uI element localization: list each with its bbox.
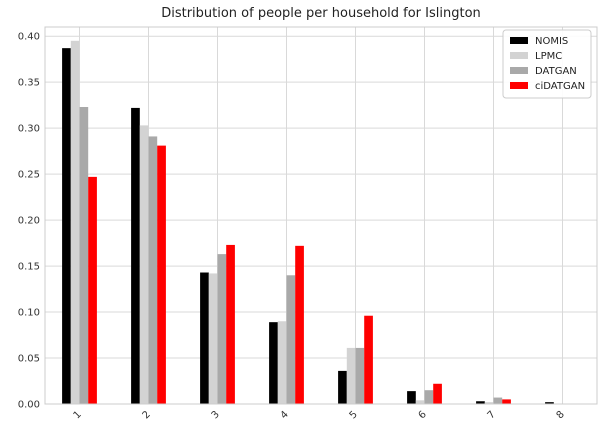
bar-lpmc-6 — [415, 400, 425, 404]
bar-cidatgan-2 — [157, 145, 166, 405]
legend-swatch-datgan — [510, 67, 528, 74]
legend: NOMIS LPMC DATGAN ciDATGAN — [502, 29, 592, 99]
bar-lpmc-7 — [484, 402, 494, 404]
bar-datgan-1 — [79, 106, 89, 404]
legend-label-lpmc: LPMC — [535, 51, 562, 62]
y-tick-labels: 0.00 0.05 0.10 0.15 0.20 0.25 0.30 0.35 0.40 — [18, 32, 40, 411]
y-tick-label: 0.30 — [18, 124, 40, 135]
bar-lpmc-2 — [139, 125, 149, 404]
bar-lpmc-5 — [346, 347, 356, 404]
bar-nomis-8 — [545, 402, 554, 404]
bar-lpmc-4 — [277, 321, 287, 404]
y-tick-label: 0.15 — [18, 262, 40, 273]
bar-nomis-2 — [131, 107, 140, 404]
y-tick-label: 0.25 — [18, 170, 40, 181]
bar-cidatgan-7 — [502, 399, 511, 404]
y-tick-label: 0.35 — [18, 78, 40, 89]
bar-cidatgan-6 — [433, 383, 442, 404]
bar-nomis-3 — [200, 272, 209, 404]
y-tick-label: 0.20 — [18, 216, 40, 227]
bar-cidatgan-4 — [295, 245, 304, 404]
legend-label-cidatgan: ciDATGAN — [535, 81, 585, 92]
bar-nomis-7 — [476, 401, 485, 404]
bar-nomis-5 — [338, 370, 347, 404]
y-tick-label: 0.05 — [18, 354, 40, 365]
bar-lpmc-3 — [208, 273, 218, 404]
y-tick-label: 0.10 — [18, 308, 40, 319]
legend-swatch-cidatgan — [510, 82, 528, 89]
bar-nomis-4 — [269, 322, 278, 404]
y-tick-label: 0.40 — [18, 32, 40, 43]
legend-label-nomis: NOMIS — [535, 36, 568, 47]
bar-lpmc-1 — [70, 40, 80, 404]
bar-cidatgan-3 — [226, 244, 235, 404]
bars — [62, 40, 554, 405]
bar-nomis-6 — [407, 391, 416, 404]
legend-box — [502, 29, 592, 99]
bar-datgan-6 — [424, 390, 434, 404]
chart-title: Distribution of people per household for… — [161, 6, 481, 21]
bar-datgan-7 — [493, 397, 503, 404]
plot-frame — [44, 26, 598, 405]
legend-label-datgan: DATGAN — [535, 66, 577, 77]
legend-swatch-nomis — [510, 37, 528, 44]
bar-cidatgan-1 — [88, 176, 97, 404]
bar-datgan-5 — [355, 347, 365, 404]
bar-datgan-2 — [148, 136, 158, 405]
y-tick-label: 0.00 — [18, 400, 40, 411]
bar-datgan-4 — [286, 275, 296, 404]
bar-datgan-3 — [217, 254, 227, 404]
legend-swatch-lpmc — [510, 52, 528, 59]
bar-nomis-1 — [62, 48, 71, 405]
bar-cidatgan-5 — [364, 315, 373, 404]
